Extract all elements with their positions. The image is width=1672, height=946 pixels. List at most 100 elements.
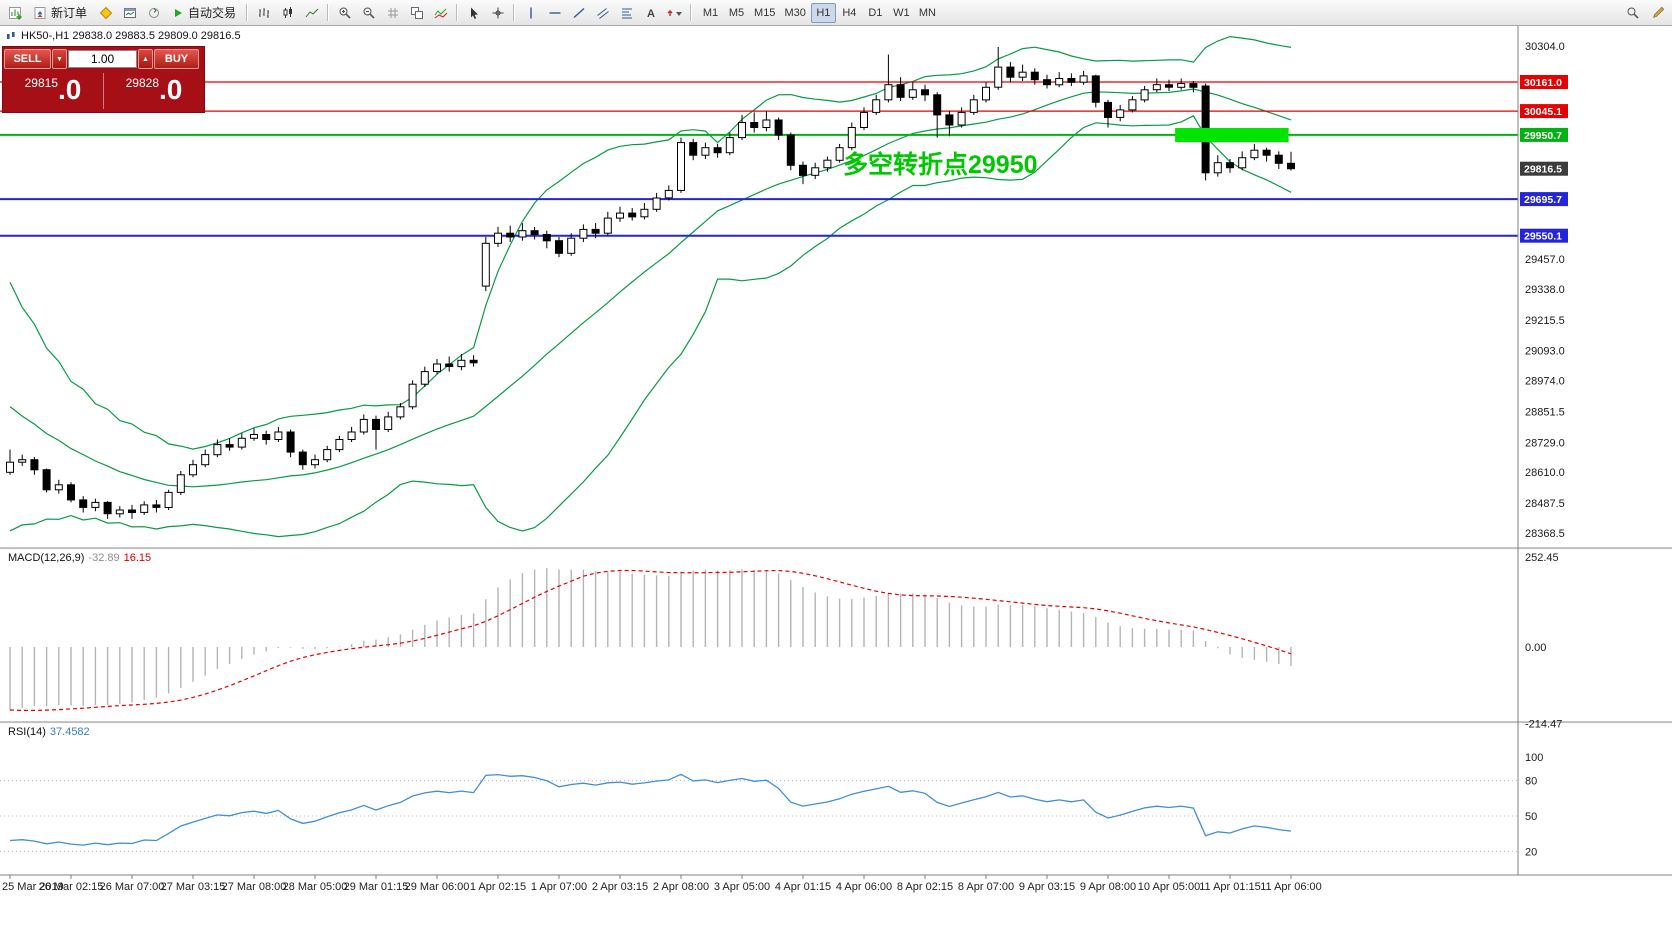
auto-trading-label: 自动交易 — [188, 6, 237, 20]
sell-button[interactable]: SELL — [4, 49, 51, 69]
timeframe-h1[interactable]: H1 — [810, 2, 836, 23]
vertical-line-button[interactable] — [519, 2, 542, 23]
volume-increase-button[interactable]: ▲ — [138, 49, 153, 69]
rsi-line — [9, 773, 1292, 846]
timeframe-mn[interactable]: MN — [915, 3, 940, 23]
trendline-button[interactable] — [567, 2, 590, 23]
timeframe-m1[interactable]: M1 — [698, 3, 723, 23]
one-click-trading-panel: SELL ▼ ▲ BUY 29815.0 29828.0 — [2, 46, 205, 113]
time-label: 27 Mar 03:15 — [161, 881, 226, 893]
chart-canvas[interactable]: 30304.0 29457.0 29338.0 29215.5 29093.0 28974… — [0, 26, 1672, 946]
bar-chart-button[interactable] — [252, 2, 275, 23]
bar-chart-icon — [258, 7, 269, 18]
cursor-icon — [470, 7, 478, 19]
price-badge-29695.7 — [1520, 192, 1568, 207]
arrows-button[interactable] — [663, 2, 686, 23]
candlestick-chart-button[interactable] — [276, 2, 299, 23]
timeframe-m15[interactable]: M15 — [750, 3, 779, 23]
sell-price-small: 29815 — [24, 76, 58, 90]
volume-input[interactable] — [68, 50, 137, 68]
svg-text:80: 80 — [1525, 776, 1537, 788]
svg-text:100: 100 — [1525, 752, 1543, 764]
zoom-in-icon — [339, 7, 351, 19]
timeframe-d1[interactable]: D1 — [863, 3, 888, 23]
chart-annotation-text[interactable]: 多空转折点29950 — [843, 151, 1038, 179]
svg-text:28851.5: 28851.5 — [1525, 407, 1565, 419]
indicator-level-lines — [0, 780, 1518, 852]
svg-text:20: 20 — [1525, 846, 1537, 858]
tile-windows-icon — [410, 6, 423, 19]
volume-decrease-button[interactable]: ▼ — [52, 49, 67, 69]
svg-text:30161.0: 30161.0 — [1524, 77, 1562, 89]
auto-trading-icon — [175, 8, 183, 17]
channel-icon — [596, 7, 609, 19]
cursor-button[interactable] — [462, 2, 485, 23]
panel-separators[interactable] — [0, 547, 1672, 724]
toolbar-separator — [456, 4, 459, 21]
search-icon — [1627, 7, 1639, 19]
time-label: 8 Apr 02:15 — [897, 881, 953, 893]
highlight-rectangle[interactable] — [1175, 128, 1289, 143]
tile-windows-button[interactable] — [405, 2, 428, 23]
fibonacci-icon — [621, 8, 632, 18]
time-label: 1 Apr 02:15 — [470, 881, 526, 893]
timeframe-m5[interactable]: M5 — [724, 3, 749, 23]
edit-pencil-button[interactable] — [1646, 2, 1669, 23]
bollinger-bands — [9, 35, 1292, 538]
chart-window[interactable]: 30304.0 29457.0 29338.0 29215.5 29093.0 28974… — [0, 26, 1672, 946]
text-button[interactable]: A — [639, 2, 662, 23]
macd-signal-value: 16.15 — [123, 552, 152, 564]
time-label: 9 Apr 08:00 — [1080, 881, 1136, 893]
text-icon: A — [647, 8, 655, 20]
new-order-button[interactable]: 新订单 — [27, 2, 93, 23]
price-badge-29950.7 — [1520, 127, 1568, 142]
pencil-icon — [1652, 6, 1664, 18]
channel-button[interactable] — [591, 2, 614, 23]
buy-button[interactable]: BUY — [154, 49, 199, 69]
timeframe-m30[interactable]: M30 — [780, 3, 809, 23]
toolbar-separator — [327, 4, 330, 21]
price-axis[interactable]: 30304.0 29457.0 29338.0 29215.5 29093.0 28974… — [1517, 26, 1568, 875]
fibonacci-button[interactable] — [615, 2, 638, 23]
zoom-out-icon — [363, 7, 375, 19]
line-chart-button[interactable] — [300, 2, 323, 23]
time-label: 2 Apr 03:15 — [592, 881, 648, 893]
new-chart-icon — [8, 6, 21, 19]
time-label: 2 Apr 08:00 — [653, 881, 709, 893]
new-order-label: 新订单 — [51, 6, 88, 20]
price-badge-30045.1 — [1520, 104, 1568, 119]
grid-button[interactable] — [381, 2, 404, 23]
time-label: 27 Mar 08:00 — [222, 881, 287, 893]
search-button[interactable] — [1621, 2, 1644, 23]
zoom-in-button[interactable] — [333, 2, 356, 23]
svg-text:30304.0: 30304.0 — [1525, 41, 1565, 53]
buy-price[interactable]: 29828.0 — [104, 70, 204, 112]
auto-trading-button[interactable]: 自动交易 — [166, 2, 242, 23]
svg-text:29457.0: 29457.0 — [1525, 254, 1565, 266]
scripts-button[interactable] — [142, 2, 165, 23]
horizontal-line-button[interactable] — [543, 2, 566, 23]
svg-text:29338.0: 29338.0 — [1525, 284, 1565, 296]
market-watch-button[interactable] — [94, 2, 117, 23]
indicators-button[interactable] — [429, 2, 452, 23]
symbol-ohlc-label: HK50-,H1 29838.0 29883.5 29809.0 29816.5 — [6, 30, 241, 42]
zoom-out-button[interactable] — [357, 2, 380, 23]
new-chart-button[interactable] — [3, 2, 26, 23]
symbol-chart-icon — [7, 32, 15, 39]
trade-panel-controls: SELL ▼ ▲ BUY — [3, 47, 204, 70]
trendline-icon — [573, 7, 584, 18]
timeframe-h4[interactable]: H4 — [837, 3, 862, 23]
chart-window-button[interactable] — [118, 2, 141, 23]
time-label: 11 Apr 06:00 — [1260, 881, 1322, 893]
time-label: 8 Apr 07:00 — [958, 881, 1014, 893]
toolbar-separator — [690, 4, 693, 21]
highlight-box[interactable] — [1175, 128, 1289, 143]
time-label: 3 Apr 05:00 — [714, 881, 770, 893]
svg-text:29816.5: 29816.5 — [1524, 164, 1562, 176]
sell-price[interactable]: 29815.0 — [3, 70, 103, 112]
timeframe-w1[interactable]: W1 — [889, 3, 914, 23]
crosshair-button[interactable] — [486, 2, 509, 23]
horizontal-price-lines[interactable] — [0, 81, 1518, 237]
